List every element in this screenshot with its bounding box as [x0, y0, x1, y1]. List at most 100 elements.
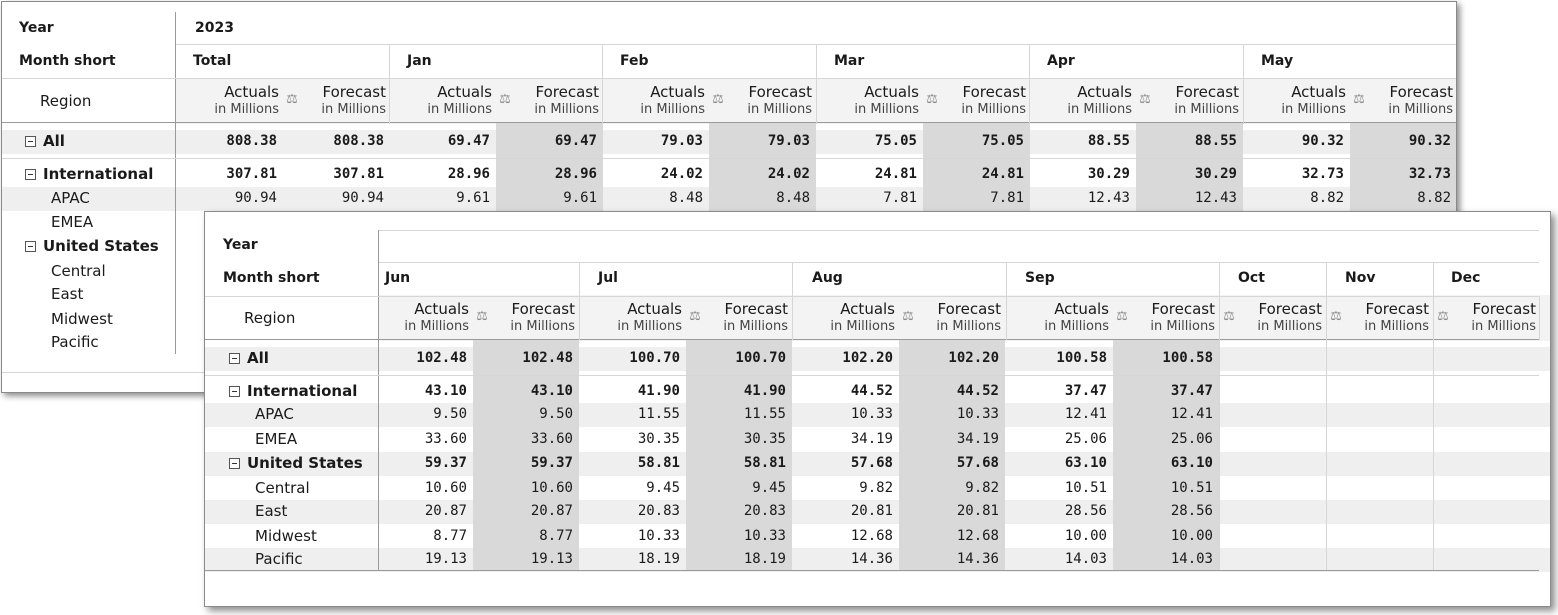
scale-icon[interactable]: ⚖ — [1330, 309, 1342, 324]
forecast-header[interactable]: Forecast in Millions — [686, 301, 788, 335]
month-header[interactable]: Oct — [1238, 270, 1265, 286]
value-cell: 20.81 — [850, 503, 893, 519]
scale-icon[interactable]: ⚖ — [712, 92, 724, 107]
scale-icon[interactable]: ⚖ — [1437, 309, 1449, 324]
forecast-header[interactable]: Forecast in Millions — [473, 301, 575, 335]
month-header[interactable]: Aug — [812, 270, 843, 286]
value-cell: 10.51 — [1064, 480, 1107, 496]
actuals-header[interactable]: Actuals in Millions — [1243, 84, 1346, 118]
forecast-header[interactable]: Forecast in Millions — [1350, 84, 1453, 118]
value-cell: 102.48 — [416, 350, 467, 366]
value-cell: 10.33 — [850, 406, 893, 422]
actuals-header-text: Actuals — [1054, 300, 1109, 318]
scale-icon[interactable]: ⚖ — [926, 92, 938, 107]
row-label: Pacific — [255, 550, 303, 568]
forecast-header[interactable]: Forecast in Millions — [709, 84, 812, 118]
value-cell: 100.58 — [1056, 350, 1107, 366]
scale-icon[interactable]: ⚖ — [286, 92, 298, 107]
month-header[interactable]: Total — [193, 53, 232, 69]
actuals-header[interactable]: Actuals in Millions — [792, 301, 895, 335]
collapse-toggle-icon[interactable] — [25, 136, 36, 147]
value-cell: 9.45 — [646, 480, 680, 496]
month-header[interactable]: Jan — [407, 53, 432, 69]
value-cell: 7.81 — [883, 190, 917, 206]
forecast-header[interactable]: Forecast in Millions — [283, 84, 386, 118]
grid-line — [1219, 262, 1220, 570]
value-cell: 43.10 — [424, 383, 467, 399]
value-cell: 79.03 — [767, 133, 810, 149]
unit-label: in Millions — [854, 102, 919, 117]
forecast-header[interactable]: Forecast in Millions — [923, 84, 1026, 118]
value-cell: 25.06 — [1170, 431, 1213, 447]
value-cell: 28.56 — [1170, 503, 1213, 519]
value-cell: 307.81 — [226, 166, 277, 182]
actuals-header[interactable]: Actuals in Millions — [602, 84, 705, 118]
month-header[interactable]: Jul — [598, 270, 618, 286]
forecast-header[interactable]: Forecast in Millions — [899, 301, 1001, 335]
month-header[interactable]: Dec — [1451, 270, 1481, 286]
row-label: All — [43, 132, 65, 150]
forecast-header[interactable]: Forecast in Millions — [1136, 84, 1239, 118]
value-cell: 8.77 — [539, 528, 573, 544]
actuals-header[interactable]: Actuals in Millions — [389, 84, 492, 118]
forecast-header[interactable]: Forecast in Millions — [1219, 301, 1322, 335]
actuals-header[interactable]: Actuals in Millions — [816, 84, 919, 118]
value-cell: 14.03 — [1170, 551, 1213, 567]
scale-icon[interactable]: ⚖ — [476, 309, 488, 324]
value-cell: 58.81 — [637, 455, 680, 471]
region-label: Region — [244, 309, 296, 327]
actuals-header-text: Actuals — [437, 83, 492, 101]
forecast-header-text: Forecast — [1258, 300, 1322, 318]
scale-icon[interactable]: ⚖ — [689, 309, 701, 324]
forecast-header[interactable]: Forecast in Millions — [1326, 301, 1429, 335]
value-cell: 18.19 — [743, 551, 786, 567]
month-header[interactable]: Sep — [1025, 270, 1055, 286]
collapse-toggle-icon[interactable] — [25, 169, 36, 180]
forecast-shade — [923, 123, 1030, 211]
month-header[interactable]: Feb — [620, 53, 649, 69]
actuals-header[interactable]: Actuals in Millions — [176, 84, 279, 118]
month-header[interactable]: May — [1261, 53, 1294, 69]
scale-icon[interactable]: ⚖ — [1139, 92, 1151, 107]
month-header[interactable]: Jun — [385, 270, 411, 286]
month-header[interactable]: Nov — [1345, 270, 1376, 286]
unit-label: in Millions — [534, 102, 599, 117]
value-cell: 9.50 — [433, 406, 467, 422]
scale-icon[interactable]: ⚖ — [1223, 309, 1235, 324]
actuals-header[interactable]: Actuals in Millions — [1029, 84, 1132, 118]
grid-line — [205, 570, 1539, 571]
collapse-toggle-icon[interactable] — [229, 458, 240, 469]
year-label: Year — [19, 20, 54, 36]
region-label: Region — [40, 92, 92, 110]
forecast-header[interactable]: Forecast in Millions — [496, 84, 599, 118]
value-cell: 20.83 — [743, 503, 786, 519]
actuals-header[interactable]: Actuals in Millions — [379, 301, 469, 335]
unit-label: in Millions — [1044, 319, 1109, 334]
grid-line — [1006, 262, 1007, 340]
actuals-header[interactable]: Actuals in Millions — [579, 301, 682, 335]
value-cell: 18.19 — [637, 551, 680, 567]
month-header[interactable]: Mar — [834, 53, 865, 69]
collapse-toggle-icon[interactable] — [25, 241, 36, 252]
unit-label: in Millions — [510, 319, 575, 334]
forecast-header[interactable]: Forecast in Millions — [1433, 301, 1536, 335]
scale-icon[interactable]: ⚖ — [902, 309, 914, 324]
value-cell: 30.35 — [637, 431, 680, 447]
row-band — [205, 347, 1550, 371]
collapse-toggle-icon[interactable] — [229, 353, 240, 364]
forecast-header-text: Forecast — [511, 300, 575, 318]
value-cell: 75.05 — [981, 133, 1024, 149]
month-header[interactable]: Apr — [1047, 53, 1075, 69]
forecast-header[interactable]: Forecast in Millions — [1113, 301, 1215, 335]
grid-line — [579, 262, 580, 340]
row-label: International — [247, 382, 358, 400]
year-value: 2023 — [195, 20, 234, 36]
actuals-header[interactable]: Actuals in Millions — [1006, 301, 1109, 335]
value-cell: 20.81 — [956, 503, 999, 519]
value-cell: 32.73 — [1301, 166, 1344, 182]
value-cell: 30.29 — [1194, 166, 1237, 182]
collapse-toggle-icon[interactable] — [229, 386, 240, 397]
scale-icon[interactable]: ⚖ — [1353, 92, 1365, 107]
scale-icon[interactable]: ⚖ — [1116, 309, 1128, 324]
scale-icon[interactable]: ⚖ — [499, 92, 511, 107]
